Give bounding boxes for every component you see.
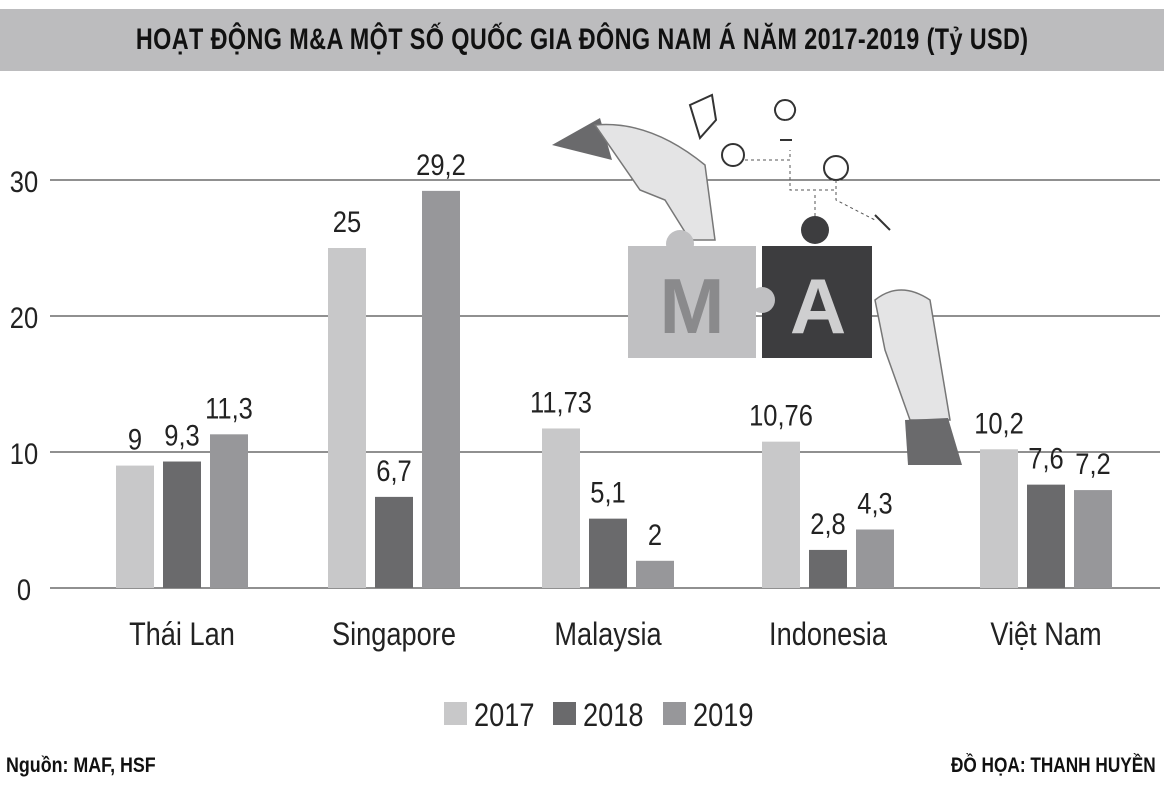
bar-2018 — [375, 496, 413, 588]
bar-2018 — [1027, 484, 1065, 588]
data-label: 25 — [333, 205, 361, 238]
data-label: 11,73 — [530, 386, 592, 419]
data-label: 7,2 — [1075, 447, 1110, 480]
category-label: Thái Lan — [129, 617, 235, 653]
bar-2018 — [163, 461, 201, 588]
y-tick-label: 30 — [10, 165, 38, 198]
data-label: 2,8 — [810, 507, 845, 540]
hand-icon — [593, 123, 716, 241]
data-label: 29,2 — [416, 148, 466, 181]
bar-2018 — [589, 518, 627, 588]
legend-swatch-2018 — [553, 702, 576, 725]
chart-title: HOẠT ĐỘNG M&A MỘT SỐ QUỐC GIA ĐÔNG NAM Á… — [135, 23, 1029, 56]
title-bar: HOẠT ĐỘNG M&A MỘT SỐ QUỐC GIA ĐÔNG NAM Á… — [0, 9, 1164, 71]
data-label: 11,3 — [205, 391, 253, 424]
puzzle-piece-m — [628, 246, 756, 358]
puzzle-piece-a — [762, 246, 872, 358]
lightbulb-icon — [774, 99, 797, 141]
legend-swatch-2019 — [663, 702, 686, 725]
data-label: 9 — [128, 423, 142, 456]
bar-2017 — [762, 441, 800, 588]
data-label: 7,6 — [1028, 442, 1063, 475]
category-label: Indonesia — [769, 617, 887, 653]
bar-2019 — [210, 434, 248, 588]
legend-swatch-2017 — [444, 702, 467, 725]
y-tick-label: 20 — [10, 301, 38, 334]
ma-puzzle-illustration: M A — [552, 93, 962, 465]
data-label: 10,2 — [974, 406, 1024, 439]
hand-right-icon — [874, 289, 951, 421]
source-note: Nguồn: MAF, HSF — [6, 754, 156, 777]
bar-2017 — [328, 248, 366, 588]
y-tick-label: 0 — [17, 573, 31, 606]
category-label: Singapore — [332, 617, 456, 653]
clock-icon — [721, 143, 745, 167]
data-label: 10,76 — [749, 399, 813, 432]
bar-2017 — [980, 449, 1018, 588]
data-label: 9,3 — [164, 419, 199, 452]
y-tick-label: 10 — [10, 437, 38, 470]
bar-2017 — [116, 465, 154, 588]
graphics-credit: ĐỒ HỌA: THANH HUYỀN — [951, 754, 1156, 777]
bar-2019 — [422, 190, 460, 588]
legend-label: 2017 — [474, 698, 534, 734]
legend-label: 2018 — [583, 698, 643, 734]
data-label: 4,3 — [857, 487, 892, 520]
bar-2019 — [636, 560, 674, 588]
shield-icon — [688, 93, 718, 140]
data-label: 5,1 — [590, 476, 625, 509]
wrench-icon — [874, 214, 891, 231]
bar-2019 — [1074, 490, 1112, 588]
data-label: 6,7 — [376, 454, 411, 487]
letter-m: M — [660, 262, 725, 350]
data-label: 2 — [648, 518, 662, 551]
bar-2017 — [542, 428, 580, 588]
gear-icon — [823, 155, 849, 181]
bar-2018 — [809, 549, 847, 588]
legend-label: 2019 — [693, 698, 753, 734]
letter-a: A — [790, 262, 846, 350]
category-label: Việt Nam — [990, 617, 1101, 653]
bar-2019 — [856, 529, 894, 588]
category-label: Malaysia — [554, 617, 662, 653]
